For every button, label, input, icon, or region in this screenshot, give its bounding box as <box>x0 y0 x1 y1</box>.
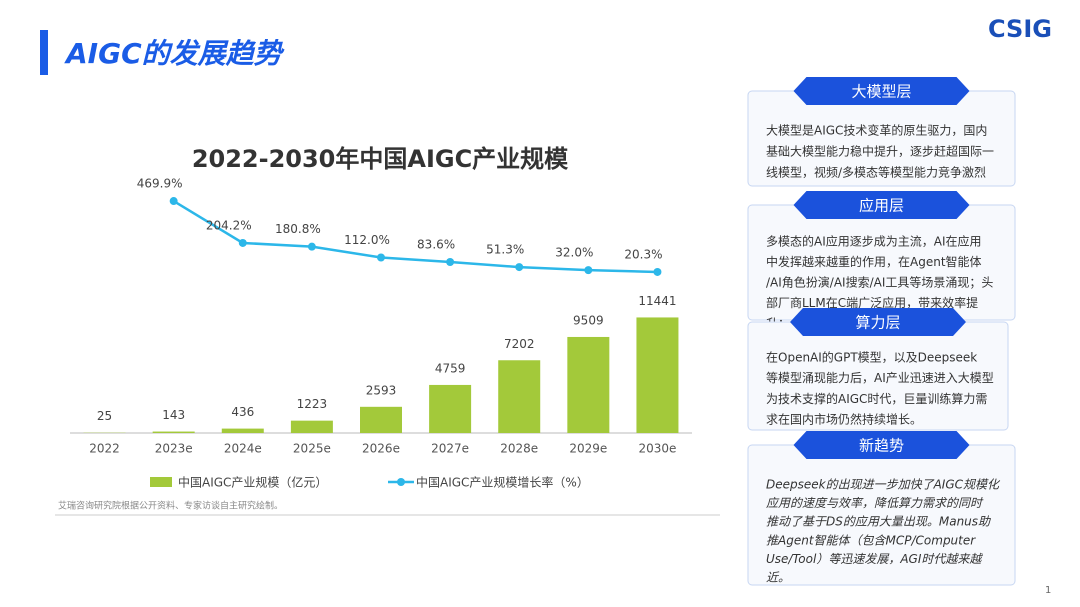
panel-text: 在OpenAI的GPT模型，以及Deepseek <box>766 350 977 365</box>
x-tick-label: 2026e <box>362 442 400 456</box>
panel-text: 推动了基于DS的应用大量出现。Manus助 <box>766 515 991 529</box>
bar <box>429 384 472 433</box>
bar-value-label: 143 <box>162 408 185 422</box>
x-tick-label: 2024e <box>224 442 262 456</box>
panel-text: 多模态的AI应用逐步成为主流，AI在应用 <box>766 234 982 249</box>
title-accent <box>40 30 48 75</box>
panel-header <box>790 308 966 336</box>
line-point <box>169 197 178 206</box>
line-point <box>307 242 316 251</box>
line-value-label: 20.3% <box>624 247 662 261</box>
panel-header <box>793 431 970 459</box>
panel-text: /AI角色扮演/AI搜索/AI工具等场景涌现；头 <box>766 275 993 290</box>
logo: CSIG <box>988 15 1052 43</box>
line <box>173 199 658 274</box>
panel-text: 大模型是AIGC技术变革的原生驱力，国内 <box>766 123 987 138</box>
line-point <box>653 267 662 276</box>
line-value-label: 180.8% <box>275 222 321 236</box>
panel-text: 基础大模型能力稳中提升，逐步赶超国际一 <box>766 144 994 159</box>
x-tick-label: 2025e <box>293 442 331 456</box>
bar <box>636 317 679 433</box>
panel-text: 等模型涌现能力后，AI产业迅速进入大模型 <box>766 371 994 385</box>
line-value-label: 83.6% <box>417 237 455 251</box>
x-tick-label: 2027e <box>431 442 469 456</box>
page-number: 1 <box>1045 585 1051 596</box>
x-tick-label: 2028e <box>500 442 538 456</box>
panel-header <box>793 77 970 105</box>
panel-text: 应用的速度与效率，降低算力需求的同时 <box>766 496 984 510</box>
panel-text: 为技术支撑的AIGC时代，巨量训练算力需 <box>766 391 987 406</box>
line-point <box>584 266 593 275</box>
bar-value-label: 9509 <box>573 313 604 327</box>
line-point <box>377 253 385 262</box>
panel-title: 大模型层 <box>851 83 911 101</box>
line-point <box>515 263 524 272</box>
x-tick-label: 2022 <box>89 442 120 456</box>
chart-panel <box>55 115 720 515</box>
bar-value-label: 436 <box>231 405 254 419</box>
bar <box>360 406 402 433</box>
panel-title: 应用层 <box>859 197 904 215</box>
x-tick-label: 2030e <box>638 442 676 456</box>
bar-value-label: 4759 <box>435 361 466 375</box>
line-value-label: 32.0% <box>555 246 593 260</box>
bar-value-label: 1223 <box>297 397 328 411</box>
panel-text: 推Agent智能体（包含MCP/Computer <box>766 533 976 547</box>
line-value-label: 51.3% <box>486 243 524 257</box>
panel-header <box>793 191 970 219</box>
panel-text: 部厂商LLM在C端广泛应用，带来效率提 <box>766 295 978 310</box>
line-value-label: 204.2% <box>206 218 252 232</box>
bar-value-label: 25 <box>97 409 112 423</box>
legend-swatch <box>150 477 172 487</box>
x-tick-label: 2023e <box>155 442 193 456</box>
line-point <box>446 257 455 266</box>
bar <box>498 360 541 433</box>
bar <box>152 431 195 433</box>
line-value-label: 469.9% <box>137 177 183 191</box>
chart-title: 2022-2030年中国AIGC产业规模 <box>192 145 569 173</box>
bar <box>221 428 264 433</box>
bar-value-label: 2593 <box>366 383 397 397</box>
panel-title: 算力层 <box>855 314 900 332</box>
panel-text: Deepseek的出现进一步加快了AIGC规模化 <box>766 478 1001 492</box>
x-tick-label: 2029e <box>569 442 607 456</box>
legend-swatch-dot <box>397 478 405 486</box>
bar <box>567 336 610 433</box>
legend-label: 中国AIGC产业规模增长率（%） <box>416 475 589 490</box>
bar-value-label: 7202 <box>504 337 535 351</box>
legend-label: 中国AIGC产业规模（亿元） <box>178 475 327 490</box>
panel-text: 近。 <box>766 571 790 585</box>
line-point <box>238 238 247 247</box>
panel-text: 线模型，视频/多模态等模型能力竞争激烈 <box>766 165 986 180</box>
source-note: 艾瑞咨询研究院根据公开资料、专家访谈自主研究绘制。 <box>58 500 283 512</box>
bar-value-label: 11441 <box>638 294 676 308</box>
panel-text: 求在国内市场仍然持续增长。 <box>766 412 922 427</box>
panel-text: 中发挥越来越重的作用，在Agent智能体 <box>766 254 982 269</box>
panel-title: 新趋势 <box>859 437 904 455</box>
line-value-label: 112.0% <box>344 233 390 247</box>
slide-title: AIGC的发展趋势 <box>64 37 285 70</box>
panel-text: Use/Tool）等迅速发展，AGI时代越来越 <box>766 552 983 566</box>
bar <box>290 420 333 433</box>
